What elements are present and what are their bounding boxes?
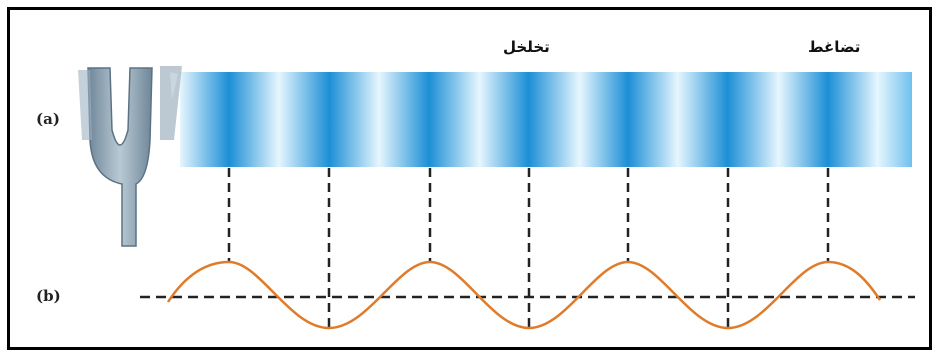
figure-frame (7, 7, 932, 350)
compression-label: تضاغط (808, 38, 861, 56)
pressure-wave (166, 260, 882, 330)
guide-lines (227, 168, 830, 328)
tuning-fork-icon (78, 66, 182, 247)
part-b-label: (b) (36, 287, 61, 305)
sound-band (180, 72, 912, 167)
part-a-label: (a) (36, 110, 60, 128)
rarefaction-label: تخلخل (503, 38, 550, 56)
